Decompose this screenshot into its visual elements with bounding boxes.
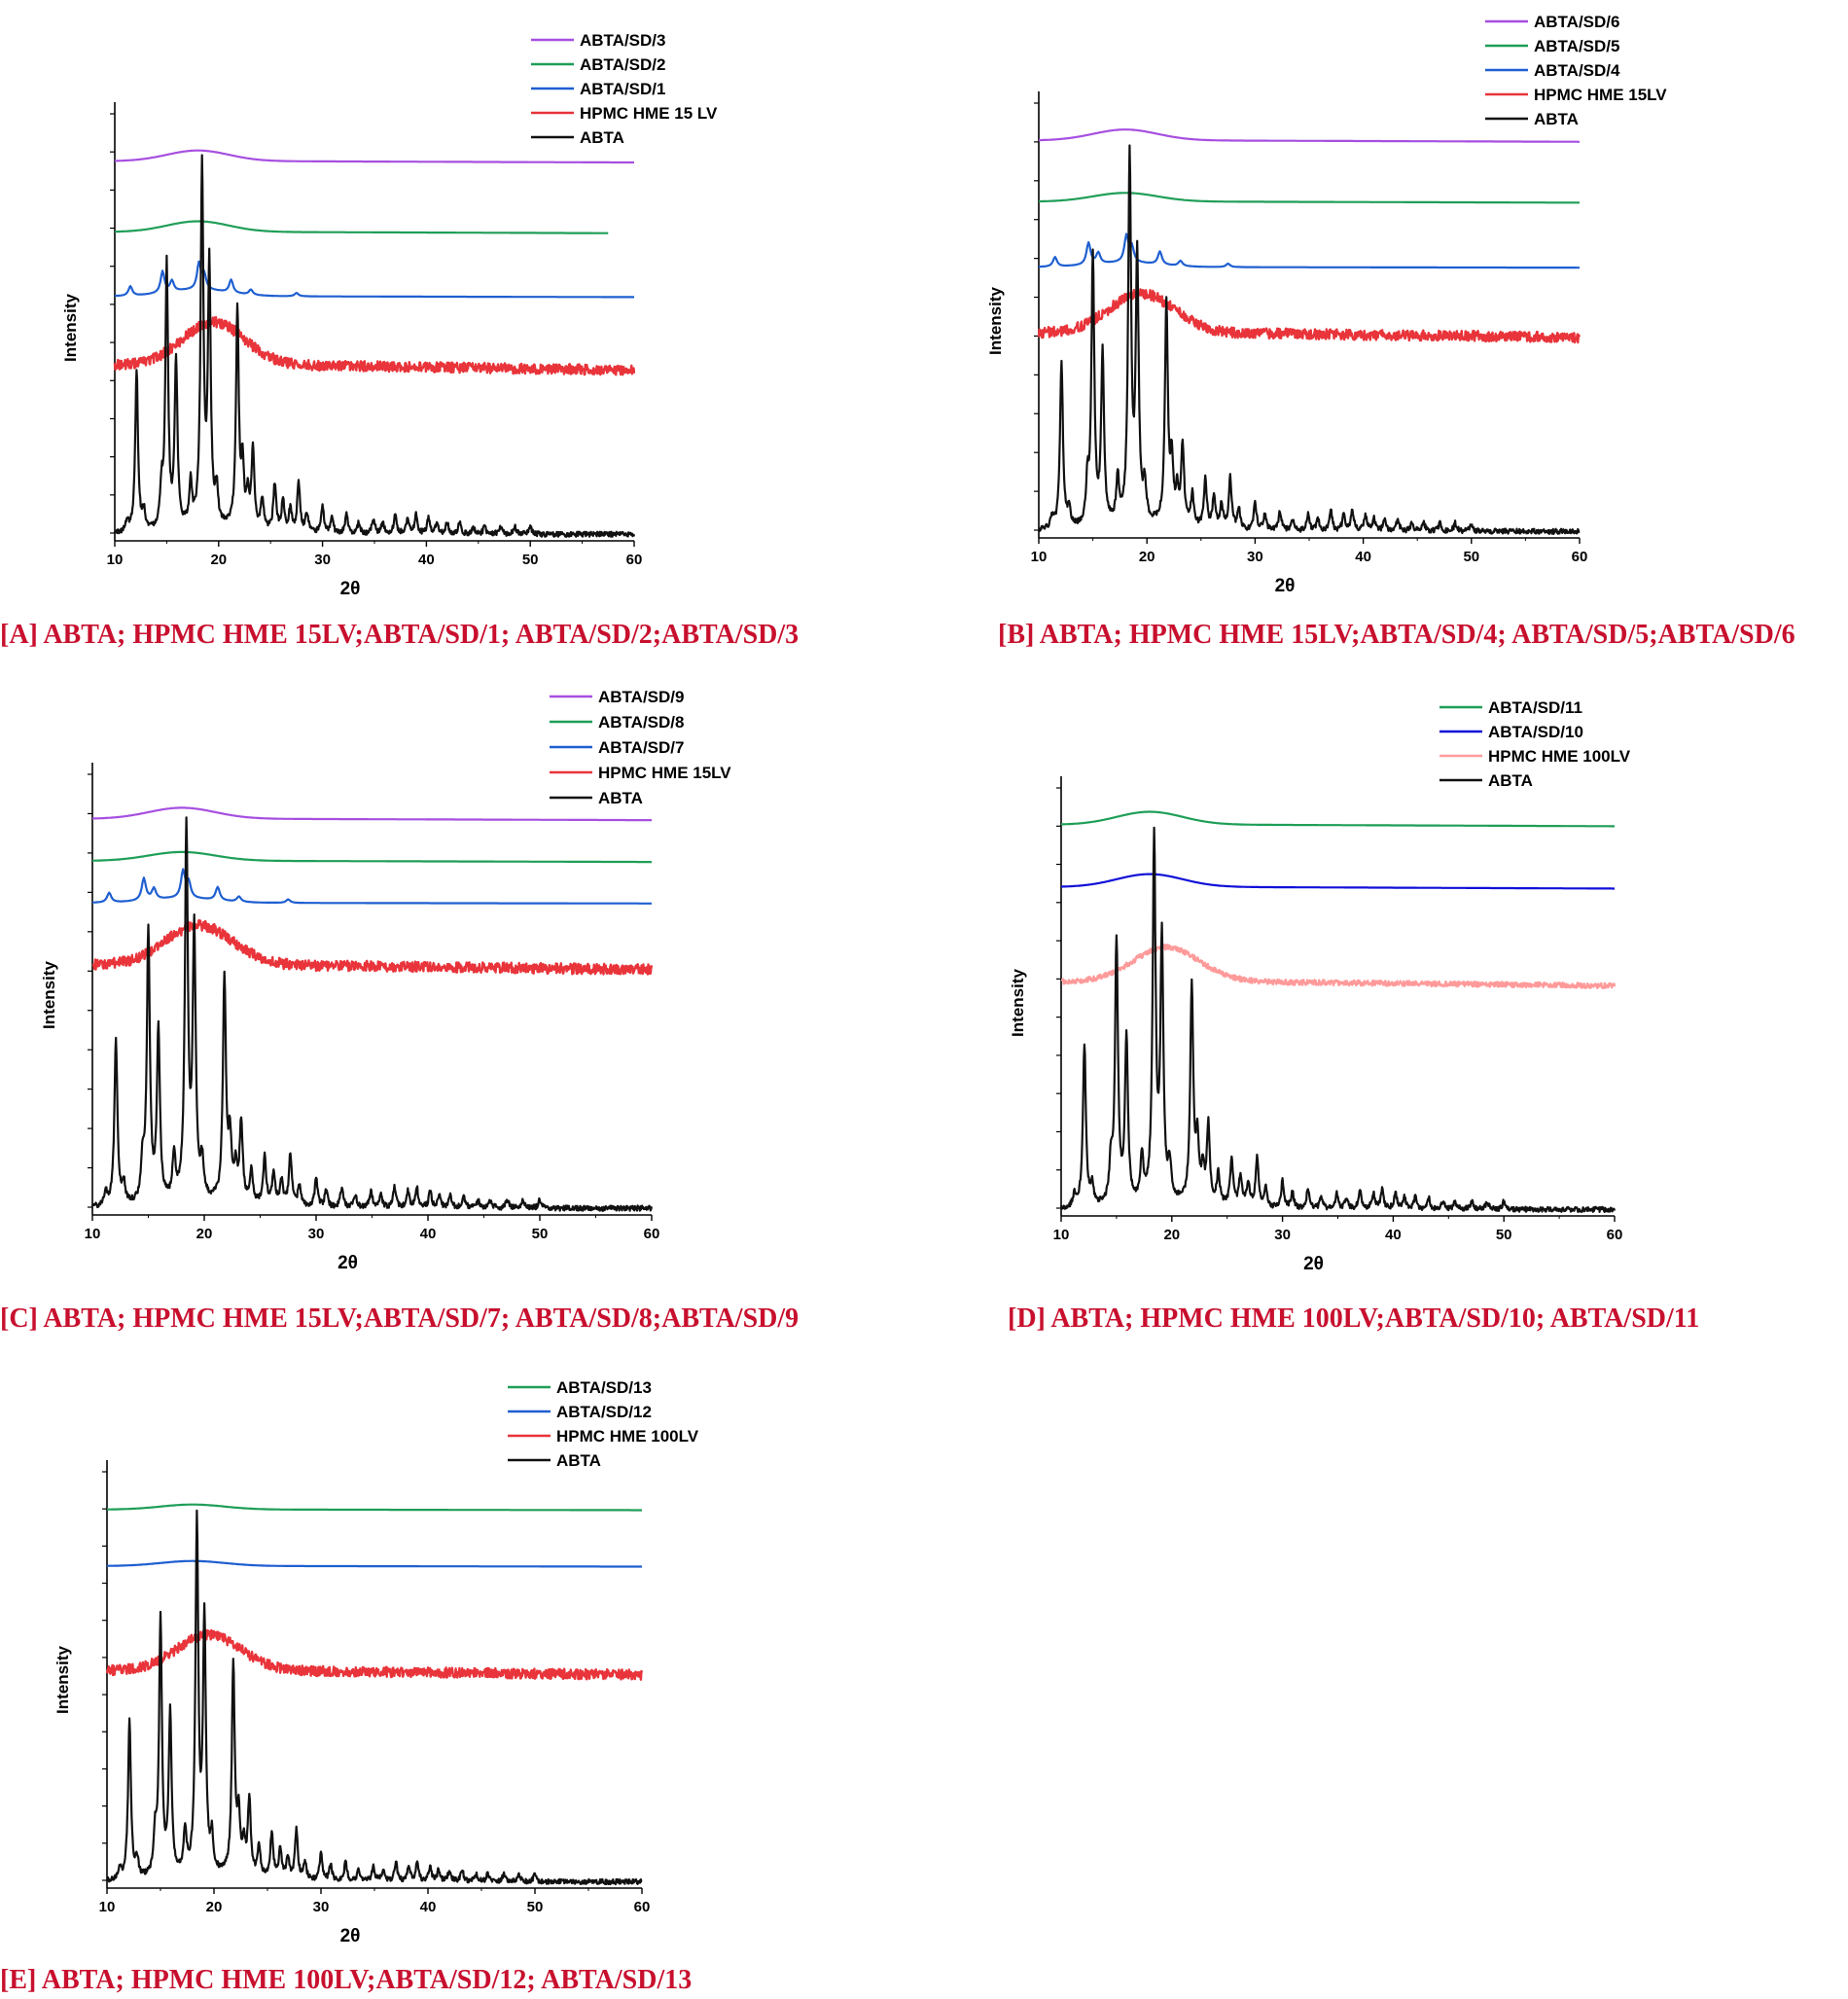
legend-label: ABTA/SD/4 bbox=[1534, 61, 1620, 80]
x-tick-label: 50 bbox=[532, 1226, 549, 1242]
x-tick-label: 10 bbox=[107, 552, 124, 568]
legend-label: ABTA/SD/8 bbox=[598, 713, 684, 732]
legend-label: HPMC HME 100LV bbox=[556, 1427, 699, 1446]
x-axis-label: 2θ bbox=[338, 1253, 358, 1273]
legend-label: ABTA/SD/11 bbox=[1488, 698, 1582, 717]
y-axis-label: Intensity bbox=[986, 287, 1005, 355]
x-tick-label: 30 bbox=[308, 1226, 325, 1242]
x-tick-label: 20 bbox=[196, 1226, 213, 1242]
series-line-abta-sd-12 bbox=[106, 1559, 643, 1568]
series-line-abta-sd-9 bbox=[91, 806, 653, 822]
series-line-abta-sd-7 bbox=[91, 868, 653, 905]
x-tick-label: 60 bbox=[1607, 1227, 1623, 1243]
x-tick-label: 20 bbox=[206, 1899, 223, 1915]
legend-label: ABTA bbox=[598, 789, 643, 807]
caption-b: [B] ABTA; HPMC HME 15LV;ABTA/SD/4; ABTA/… bbox=[998, 620, 1795, 650]
x-tick-label: 10 bbox=[99, 1899, 116, 1915]
legend-label: ABTA/SD/5 bbox=[1534, 37, 1619, 55]
x-tick-label: 60 bbox=[1572, 549, 1588, 565]
series-line-abta-sd-1 bbox=[114, 260, 635, 299]
x-tick-label: 40 bbox=[1385, 1227, 1402, 1243]
series-line-hpmc-hme-100lv bbox=[1060, 944, 1617, 989]
series-line-hpmc-hme-15lv bbox=[1037, 288, 1581, 344]
series-line-abta bbox=[1038, 144, 1581, 536]
series-line-hpmc-hme-15-lv bbox=[113, 316, 636, 376]
y-axis-label: Intensity bbox=[40, 961, 58, 1029]
x-tick-label: 50 bbox=[527, 1899, 544, 1915]
series-line-abta bbox=[113, 154, 636, 538]
x-tick-label: 30 bbox=[313, 1899, 330, 1915]
series-line-hpmc-hme-100lv bbox=[105, 1628, 644, 1681]
x-tick-label: 60 bbox=[626, 552, 643, 568]
legend-label: ABTA bbox=[580, 128, 624, 147]
x-axis-label: 2θ bbox=[1275, 576, 1296, 596]
x-tick-label: 30 bbox=[1274, 1227, 1291, 1243]
legend-label: ABTA/SD/7 bbox=[598, 738, 684, 757]
series-line-abta bbox=[1059, 826, 1617, 1214]
legend-label: HPMC HME 15LV bbox=[1534, 86, 1667, 104]
y-axis-label: Intensity bbox=[61, 294, 80, 362]
x-tick-label: 50 bbox=[1463, 549, 1479, 565]
x-axis-label: 2θ bbox=[340, 579, 361, 599]
series-line-abta bbox=[105, 1509, 643, 1886]
x-axis-label: 2θ bbox=[340, 1926, 361, 1946]
series-line-abta-sd-10 bbox=[1060, 873, 1616, 890]
series-line-abta-sd-2 bbox=[114, 220, 609, 234]
legend-label: ABTA/SD/13 bbox=[556, 1378, 652, 1397]
caption-c: [C] ABTA; HPMC HME 15LV;ABTA/SD/7; ABTA/… bbox=[0, 1303, 800, 1334]
legend-label: HPMC HME 100LV bbox=[1488, 747, 1631, 766]
chart-panel-b: 10 20 30 40 50 60 2θ Intensity ABTA/SD/6 ABTA/SD/… bbox=[986, 13, 1667, 596]
chart-panel-c: 10 20 30 40 50 60 2θ Intensity ABTA/SD/9 ABTA/SD/… bbox=[40, 688, 731, 1273]
x-tick-label: 10 bbox=[1031, 549, 1048, 565]
series-line-hpmc-hme-15lv bbox=[91, 919, 654, 976]
x-tick-label: 30 bbox=[314, 552, 331, 568]
x-tick-label: 40 bbox=[1355, 549, 1371, 565]
series-line-abta-sd-6 bbox=[1038, 128, 1581, 143]
series-line-abta bbox=[90, 816, 654, 1212]
legend-label: ABTA bbox=[1488, 771, 1533, 790]
legend-label: ABTA/SD/3 bbox=[580, 31, 665, 50]
x-tick-label: 60 bbox=[634, 1899, 651, 1915]
legend-label: ABTA/SD/6 bbox=[1534, 13, 1619, 31]
x-tick-label: 60 bbox=[644, 1226, 660, 1242]
x-tick-label: 20 bbox=[1139, 549, 1155, 565]
series-line-abta-sd-5 bbox=[1038, 192, 1581, 204]
chart-panel-a: 10 20 30 40 50 60 2θ Intensity ABTA/SD/3 ABTA/SD/… bbox=[61, 31, 718, 599]
legend-label: HPMC HME 15 LV bbox=[580, 104, 718, 123]
x-tick-label: 30 bbox=[1247, 549, 1263, 565]
x-tick-label: 40 bbox=[420, 1899, 437, 1915]
legend-label: ABTA bbox=[1534, 110, 1579, 128]
caption-d: [D] ABTA; HPMC HME 100LV;ABTA/SD/10; ABT… bbox=[1008, 1303, 1700, 1334]
series-line-abta-sd-13 bbox=[106, 1503, 643, 1512]
chart-panel-d: 10 20 30 40 50 60 2θ Intensity ABTA/SD/11 ABTA/SD… bbox=[1009, 698, 1631, 1274]
x-tick-label: 10 bbox=[85, 1226, 101, 1242]
legend-label: ABTA bbox=[556, 1451, 601, 1470]
legend-label: ABTA/SD/2 bbox=[580, 55, 665, 74]
series-line-abta-sd-4 bbox=[1038, 232, 1581, 269]
x-tick-label: 20 bbox=[1163, 1227, 1180, 1243]
series-line-abta-sd-3 bbox=[114, 149, 635, 164]
caption-e: [E] ABTA; HPMC HME 100LV;ABTA/SD/12; ABT… bbox=[0, 1965, 693, 1995]
x-tick-label: 40 bbox=[420, 1226, 437, 1242]
x-tick-label: 50 bbox=[1496, 1227, 1512, 1243]
legend-label: ABTA/SD/9 bbox=[598, 688, 684, 706]
legend-label: HPMC HME 15LV bbox=[598, 764, 731, 782]
x-tick-label: 20 bbox=[210, 552, 227, 568]
x-tick-label: 10 bbox=[1053, 1227, 1070, 1243]
y-axis-label: Intensity bbox=[1009, 969, 1027, 1037]
chart-panel-e: 10 20 30 40 50 60 2θ Intensity ABTA/SD/13 ABTA/SD… bbox=[53, 1378, 699, 1946]
y-axis-label: Intensity bbox=[53, 1646, 72, 1714]
caption-a: [A] ABTA; HPMC HME 15LV;ABTA/SD/1; ABTA/… bbox=[0, 620, 800, 650]
legend-label: ABTA/SD/1 bbox=[580, 80, 665, 98]
x-tick-label: 50 bbox=[522, 552, 539, 568]
series-line-abta-sd-8 bbox=[91, 850, 653, 864]
x-axis-label: 2θ bbox=[1303, 1254, 1324, 1274]
legend-label: ABTA/SD/12 bbox=[556, 1403, 652, 1421]
x-tick-label: 40 bbox=[418, 552, 435, 568]
legend-label: ABTA/SD/10 bbox=[1488, 723, 1583, 741]
series-line-abta-sd-11 bbox=[1060, 810, 1616, 828]
